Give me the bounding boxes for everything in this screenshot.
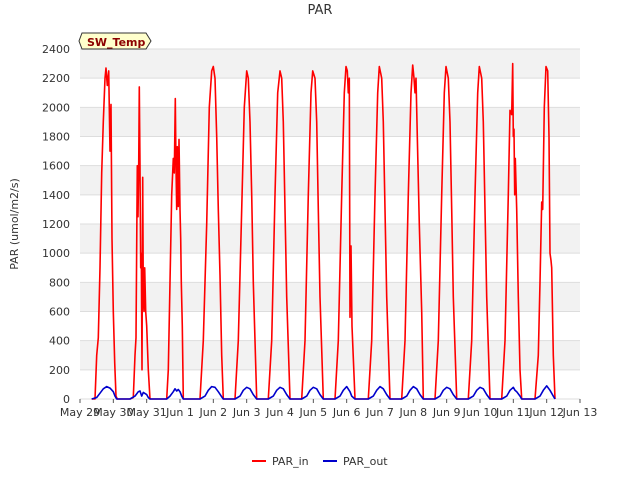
y-tick-label: 400 [49,335,70,348]
x-tick-label: Jun 7 [365,406,394,419]
x-tick-label: Jun 6 [332,406,361,419]
band [80,165,580,195]
y-axis-title: PAR (umol/m2/s) [8,178,21,270]
x-tick-label: Jun 13 [562,406,598,419]
y-tick-label: 1400 [42,189,70,202]
legend: PAR_in PAR_out [252,455,388,468]
x-tick-label: Jun 1 [165,406,194,419]
y-tick-label: 600 [49,306,70,319]
legend-label-par-out: PAR_out [343,455,388,468]
y-tick-label: 1600 [42,160,70,173]
band [80,107,580,137]
badge-shape [78,32,152,50]
x-tick-label: Jun 12 [528,406,564,419]
x-tick-label: May 30 [93,406,133,419]
y-tick-label: 1000 [42,247,70,260]
y-tick-label: 1200 [42,218,70,231]
y-tick-label: 2000 [42,101,70,114]
y-tick-label: 2400 [42,43,70,56]
legend-label-par-in: PAR_in [272,455,309,468]
x-tick-label: May 29 [60,406,100,419]
band [80,49,580,79]
badge-label: SW_Temp [87,36,146,49]
x-tick-label: Jun 4 [265,406,294,419]
x-tick-label: Jun 5 [298,406,327,419]
x-tick-label: Jun 11 [495,406,531,419]
y-axis-ticks: 0 200 400 600 800 1000 1200 1400 1600 1800 2000 220… [42,43,70,406]
series-line-par-out [91,385,556,400]
x-tick-label: Jun 10 [462,406,498,419]
y-tick-label: 2200 [42,72,70,85]
sw-temp-badge: SW_Temp [78,32,152,50]
band [80,282,580,312]
x-tick-label: Jun 8 [398,406,427,419]
y-tick-label: 800 [49,276,70,289]
series-line-par-in [91,62,556,400]
y-tick-label: 200 [49,364,70,377]
x-tick-label: Jun 2 [198,406,227,419]
y-tick-label: 1800 [42,131,70,144]
chart-title: PAR [308,3,333,18]
y-tick-label: 0 [63,393,70,406]
series-lines [91,62,556,400]
x-tick-label: Jun 9 [432,406,461,419]
band [80,224,580,254]
x-tick-label: Jun 3 [232,406,261,419]
band [80,340,580,370]
x-tick-label: May 31 [127,406,167,419]
